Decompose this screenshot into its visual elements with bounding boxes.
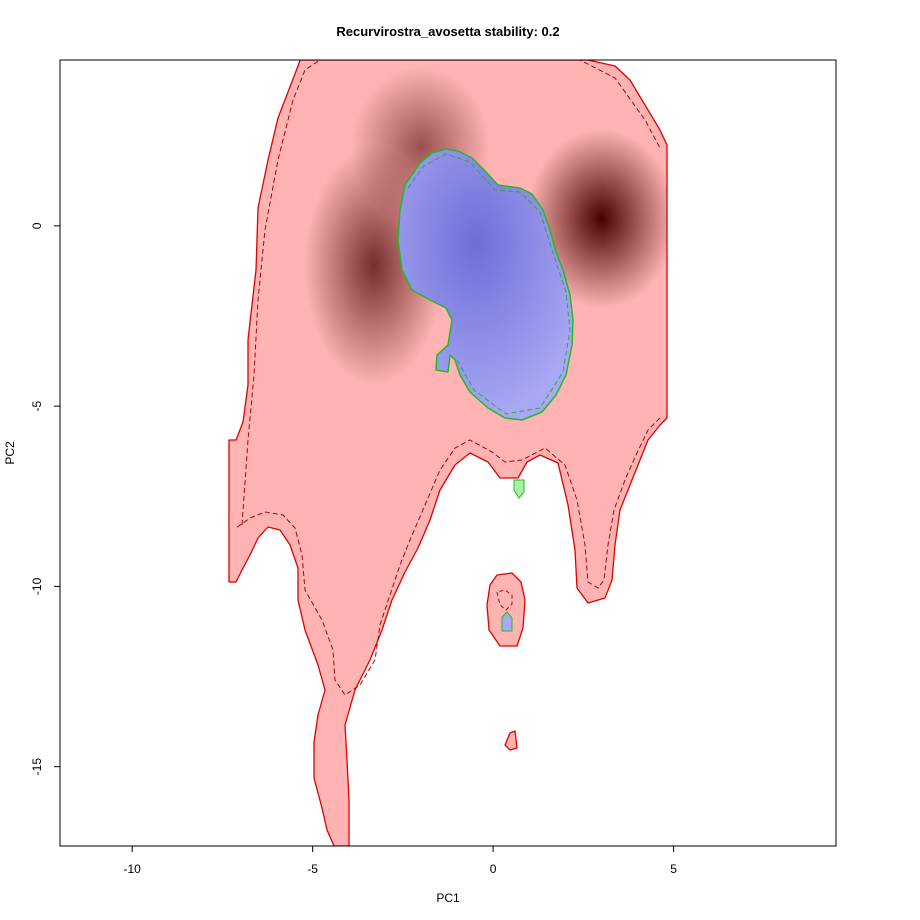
x-tick-label: 5	[670, 862, 677, 876]
overlap-layer	[397, 148, 574, 632]
range-island	[504, 730, 518, 751]
y-tick-label: -5	[30, 400, 44, 411]
y-tick-label: -15	[30, 758, 44, 776]
island-inner-contour	[496, 589, 513, 611]
x-tick-label: -5	[307, 862, 318, 876]
x-axis: -10 -5 0 5	[124, 845, 677, 876]
y-axis: 0 -5 -10 -15	[30, 222, 61, 776]
green-island	[513, 479, 525, 499]
overlap-island	[501, 611, 513, 632]
density-hotspot	[526, 128, 667, 309]
x-tick-label: 0	[490, 862, 497, 876]
y-axis-label: PC2	[3, 441, 17, 465]
overlap-region	[397, 148, 574, 421]
range-inner-contour	[235, 60, 661, 696]
y-tick-label: -10	[30, 577, 44, 595]
y-tick-label: 0	[30, 222, 44, 229]
chart-title: Recurvirostra_avosetta stability: 0.2	[336, 24, 559, 39]
overlap-inner-contour	[407, 153, 571, 415]
x-axis-label: PC1	[436, 891, 460, 905]
plot-area	[228, 60, 668, 846]
x-tick-label: -10	[124, 862, 142, 876]
